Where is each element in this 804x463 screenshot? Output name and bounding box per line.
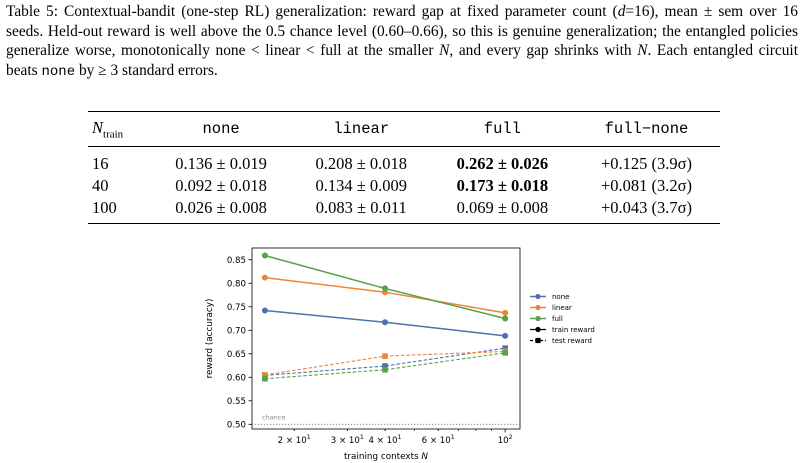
series-full-test-point (502, 350, 508, 356)
y-tick-label: 0.65 (227, 350, 246, 360)
series-full-train-point (261, 252, 268, 259)
legend-label-style: test reward (552, 337, 592, 345)
series-linear-train-point (261, 274, 268, 281)
table-caption: Table 5: Contextual-bandit (one-step RL)… (6, 3, 798, 80)
series-linear-train-point (502, 309, 509, 316)
results-table: Ntrain none linear full full−none 16 0.1… (88, 111, 720, 224)
cell-n: 100 (92, 198, 117, 217)
header-none: none (202, 120, 240, 138)
cell-n: 16 (92, 154, 109, 173)
y-tick-label: 0.75 (227, 303, 246, 313)
table-row: 40 0.092 ± 0.018 0.134 ± 0.009 0.173 ± 0… (88, 175, 720, 197)
series-none-train-point (382, 319, 389, 326)
legend-marker-none (535, 293, 541, 300)
cell-full: 0.173 ± 0.018 (456, 176, 549, 195)
series-none-train-point (502, 332, 509, 339)
legend-marker-full (535, 315, 541, 322)
legend-label-full: full (552, 315, 563, 323)
header-full-minus-none: full−none (604, 120, 689, 138)
y-tick-label: 0.85 (227, 256, 246, 266)
reward-chart: 0.50 0.55 0.60 0.65 0.70 0.75 0.80 0.85 2 × 101 3… (205, 247, 595, 462)
x-tick-label: 6 × 101 (422, 434, 455, 446)
series-linear-test-point (382, 353, 388, 359)
cell-gap: +0.043 (3.7σ) (600, 198, 693, 217)
series-none-test-point (502, 345, 508, 351)
series-full-train-point (502, 315, 509, 322)
header-linear: linear (333, 120, 390, 138)
cell-linear: 0.083 ± 0.011 (315, 198, 407, 217)
y-tick-label: 0.55 (227, 397, 246, 407)
table-row: 100 0.026 ± 0.008 0.083 ± 0.011 0.069 ± … (88, 197, 720, 224)
series-none-test-point (382, 363, 388, 369)
cell-full: 0.262 ± 0.026 (456, 154, 549, 173)
cell-full: 0.069 ± 0.008 (456, 198, 549, 217)
series-full-train-point (382, 285, 389, 292)
header-full: full (483, 120, 521, 138)
series-linear-test-point (262, 372, 268, 378)
x-tick-label: 2 × 101 (278, 434, 311, 446)
legend-label-none: none (552, 293, 569, 301)
cell-linear: 0.134 ± 0.009 (315, 176, 408, 195)
caption-label: Table 5: (6, 3, 58, 20)
cell-none: 0.026 ± 0.008 (175, 198, 267, 217)
series-full-test-point (262, 375, 268, 382)
cell-n: 40 (92, 176, 109, 195)
legend-label-style: train reward (552, 326, 595, 334)
cell-gap: +0.125 (3.9σ) (600, 154, 693, 173)
series-linear-train-line (264, 276, 506, 314)
legend-marker-linear (535, 304, 541, 311)
series-none-test-line (264, 347, 506, 376)
y-tick-label: 0.70 (227, 326, 246, 336)
legend-marker-test (535, 337, 541, 344)
x-tick-label: 4 × 101 (369, 434, 402, 446)
y-tick-label: 0.50 (227, 420, 246, 430)
table-header-row: Ntrain none linear full full−none (88, 111, 720, 147)
x-tick-label: 102 (498, 434, 513, 446)
header-n-train: Ntrain (92, 117, 124, 141)
table-row: 16 0.136 ± 0.019 0.208 ± 0.018 0.262 ± 0… (88, 147, 720, 176)
series-full-test-line (264, 352, 506, 380)
legend-label-linear: linear (552, 304, 572, 312)
plot-frame (251, 247, 521, 430)
legend-marker-train (535, 326, 541, 333)
x-tick-label: 3 × 101 (331, 434, 364, 446)
cell-linear: 0.208 ± 0.018 (315, 154, 408, 173)
cell-none: 0.092 ± 0.018 (175, 176, 267, 195)
y-axis-label: reward (accuracy) (205, 299, 215, 379)
cell-none: 0.136 ± 0.019 (175, 154, 267, 173)
chance-label: chance (262, 413, 285, 421)
y-tick-label: 0.60 (227, 373, 246, 383)
x-axis-label: training contexts N (344, 452, 428, 462)
series-none-train-point (261, 307, 268, 314)
cell-gap: +0.081 (3.2σ) (600, 176, 693, 195)
series-full-test-point (382, 366, 388, 373)
y-tick-label: 0.80 (227, 279, 246, 289)
